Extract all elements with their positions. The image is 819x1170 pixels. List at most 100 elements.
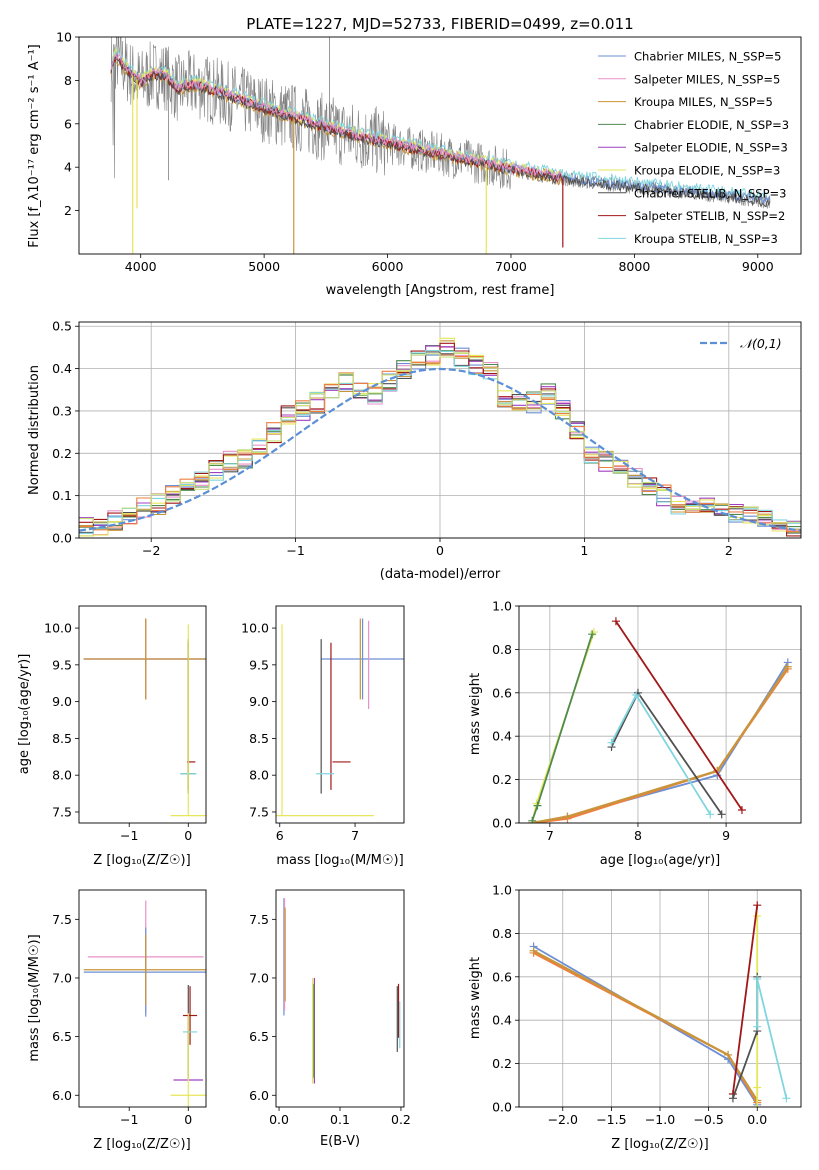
y-tick-label: 0.3 (52, 403, 72, 418)
weight-line (532, 668, 789, 823)
weight-marker (728, 1094, 737, 1103)
histogram-step (79, 352, 801, 526)
plot-area (528, 617, 792, 823)
weight-marker (753, 901, 762, 910)
x-tick-label: −0.5 (693, 1112, 723, 1127)
y-tick-label: 9.0 (249, 694, 269, 709)
legend-label: 𝒩(0,1) (740, 336, 782, 351)
weight-marker (528, 816, 537, 823)
legend-label: Kroupa STELIB, N_SSP=3 (634, 232, 778, 246)
y-tick-label: 7.5 (249, 804, 269, 819)
weight-line (533, 949, 759, 1102)
x-tick-label: 0.2 (391, 1112, 411, 1127)
weight-marker (724, 1050, 733, 1059)
plot-area (283, 898, 401, 1084)
histogram-step (79, 354, 801, 532)
y-tick-label: 10 (56, 30, 72, 45)
x-axis-label: (data-model)/error (380, 567, 501, 582)
y-tick-label: 7.0 (52, 970, 72, 985)
x-tick-label: 2 (725, 543, 733, 558)
y-tick-label: 0.0 (52, 531, 72, 546)
axes-5: −1 0 6.0 6.5 7.0 7.5 Z [log₁₀(Z/Z☉)] mass [log₁… (27, 889, 207, 1152)
weight-marker (753, 1022, 762, 1031)
y-axis-label: mass weight (468, 673, 483, 755)
legend-label: Kroupa MILES, N_SSP=5 (634, 95, 773, 109)
x-tick-label: 1 (580, 543, 588, 558)
model-spectrum-line (110, 55, 771, 208)
y-tick-label: 0.6 (492, 969, 512, 984)
y-tick-label: 8.0 (52, 768, 72, 783)
x-tick-label: 9 (722, 828, 730, 843)
y-axis-label: mass weight (468, 957, 483, 1039)
x-tick-label: −1.5 (596, 1112, 626, 1127)
plot-area (276, 618, 404, 817)
y-axis-label: age [log₁₀(age/yr)] (17, 654, 32, 775)
weight-marker (588, 630, 597, 639)
y-tick-label: 6.5 (249, 1029, 269, 1044)
weight-marker (753, 974, 762, 983)
histogram-step (79, 349, 801, 534)
x-tick-label: −2.0 (548, 1112, 578, 1127)
legend-label: Salpeter MILES, N_SSP=5 (634, 72, 780, 86)
y-tick-label: 7.5 (52, 804, 72, 819)
weight-marker (753, 912, 762, 921)
x-tick-label: 6000 (372, 259, 404, 274)
chart-title: PLATE=1227, MJD=52733, FIBERID=0499, z=0… (246, 15, 633, 33)
x-tick-label: 0.0 (269, 1112, 289, 1127)
x-tick-label: 0 (184, 1112, 192, 1127)
weight-line (615, 620, 743, 811)
y-tick-label: 7.0 (249, 970, 269, 985)
x-tick-label: 0 (436, 543, 444, 558)
weight-line (610, 693, 711, 815)
y-tick-label: 6.0 (52, 1088, 72, 1103)
axes-1: −2 −1 0 1 2 0.0 0.1 0.2 0.3 0.4 0.5 (data-model)/er… (27, 319, 802, 582)
weight-marker (563, 812, 572, 821)
histogram-step (79, 342, 801, 537)
legend-label: Chabrier STELIB, N_SSP=3 (634, 186, 786, 200)
x-axis-label: E(B-V) (320, 1134, 360, 1149)
y-tick-label: 10.0 (241, 621, 269, 636)
x-tick-label: −1 (286, 543, 304, 558)
weight-marker (607, 738, 616, 747)
x-tick-label: 0.0 (747, 1112, 767, 1127)
weight-marker (706, 810, 715, 819)
weight-marker (783, 662, 792, 671)
x-tick-label: 0.1 (330, 1112, 350, 1127)
x-axis-label: Z [log₁₀(Z/Z☉)] (93, 1137, 190, 1152)
x-tick-label: 8 (634, 828, 642, 843)
legend-label: Chabrier MILES, N_SSP=5 (634, 50, 781, 64)
y-tick-label: 1.0 (492, 883, 512, 898)
y-tick-label: 0.2 (492, 1056, 512, 1071)
y-tick-label: 7.5 (249, 912, 269, 927)
y-tick-label: 9.5 (52, 657, 72, 672)
y-tick-label: 8.5 (249, 731, 269, 746)
x-tick-label: −1 (120, 1112, 138, 1127)
plot-area (79, 337, 801, 537)
axes-frame (78, 889, 207, 1108)
y-tick-label: 9.5 (249, 657, 269, 672)
axes-6: 0.0 0.1 0.2 6.0 6.5 7.0 7.5 E(B-V) (249, 889, 411, 1149)
x-tick-label: −1.0 (645, 1112, 675, 1127)
weight-marker (632, 690, 641, 699)
legend-label: Chabrier ELODIE, N_SSP=3 (634, 118, 789, 132)
axes-7: −2.0 −1.5 −1.0 −0.5 0.0 0.0 0.2 0.4 0.6 0.8 1.0 Z [… (468, 883, 802, 1152)
axes-frame (275, 605, 405, 824)
y-tick-label: 6.5 (52, 1029, 72, 1044)
weight-marker (611, 617, 620, 626)
weight-marker (533, 801, 542, 810)
y-tick-label: 0.8 (492, 926, 512, 941)
legend-label: Salpeter ELODIE, N_SSP=3 (634, 141, 788, 155)
axes-0: 4000 5000 6000 7000 8000 9000 2 4 6 8 10 PLATE=1227… (27, 15, 802, 298)
x-axis-label: Z [log₁₀(Z/Z☉)] (93, 853, 190, 868)
weight-line (533, 951, 759, 1104)
x-tick-label: 7000 (495, 259, 527, 274)
plot-area (110, 37, 771, 254)
normal-curve (79, 367, 801, 532)
y-tick-label: 0.2 (492, 772, 512, 787)
x-tick-label: −2 (142, 543, 160, 558)
x-tick-label: 9000 (742, 259, 774, 274)
weight-line (732, 905, 759, 1095)
axes-4: 7 8 9 0.0 0.2 0.4 0.6 0.8 1.0 age [log₁₀(age/yr)]… (468, 599, 802, 868)
y-tick-label: 8.5 (52, 731, 72, 746)
